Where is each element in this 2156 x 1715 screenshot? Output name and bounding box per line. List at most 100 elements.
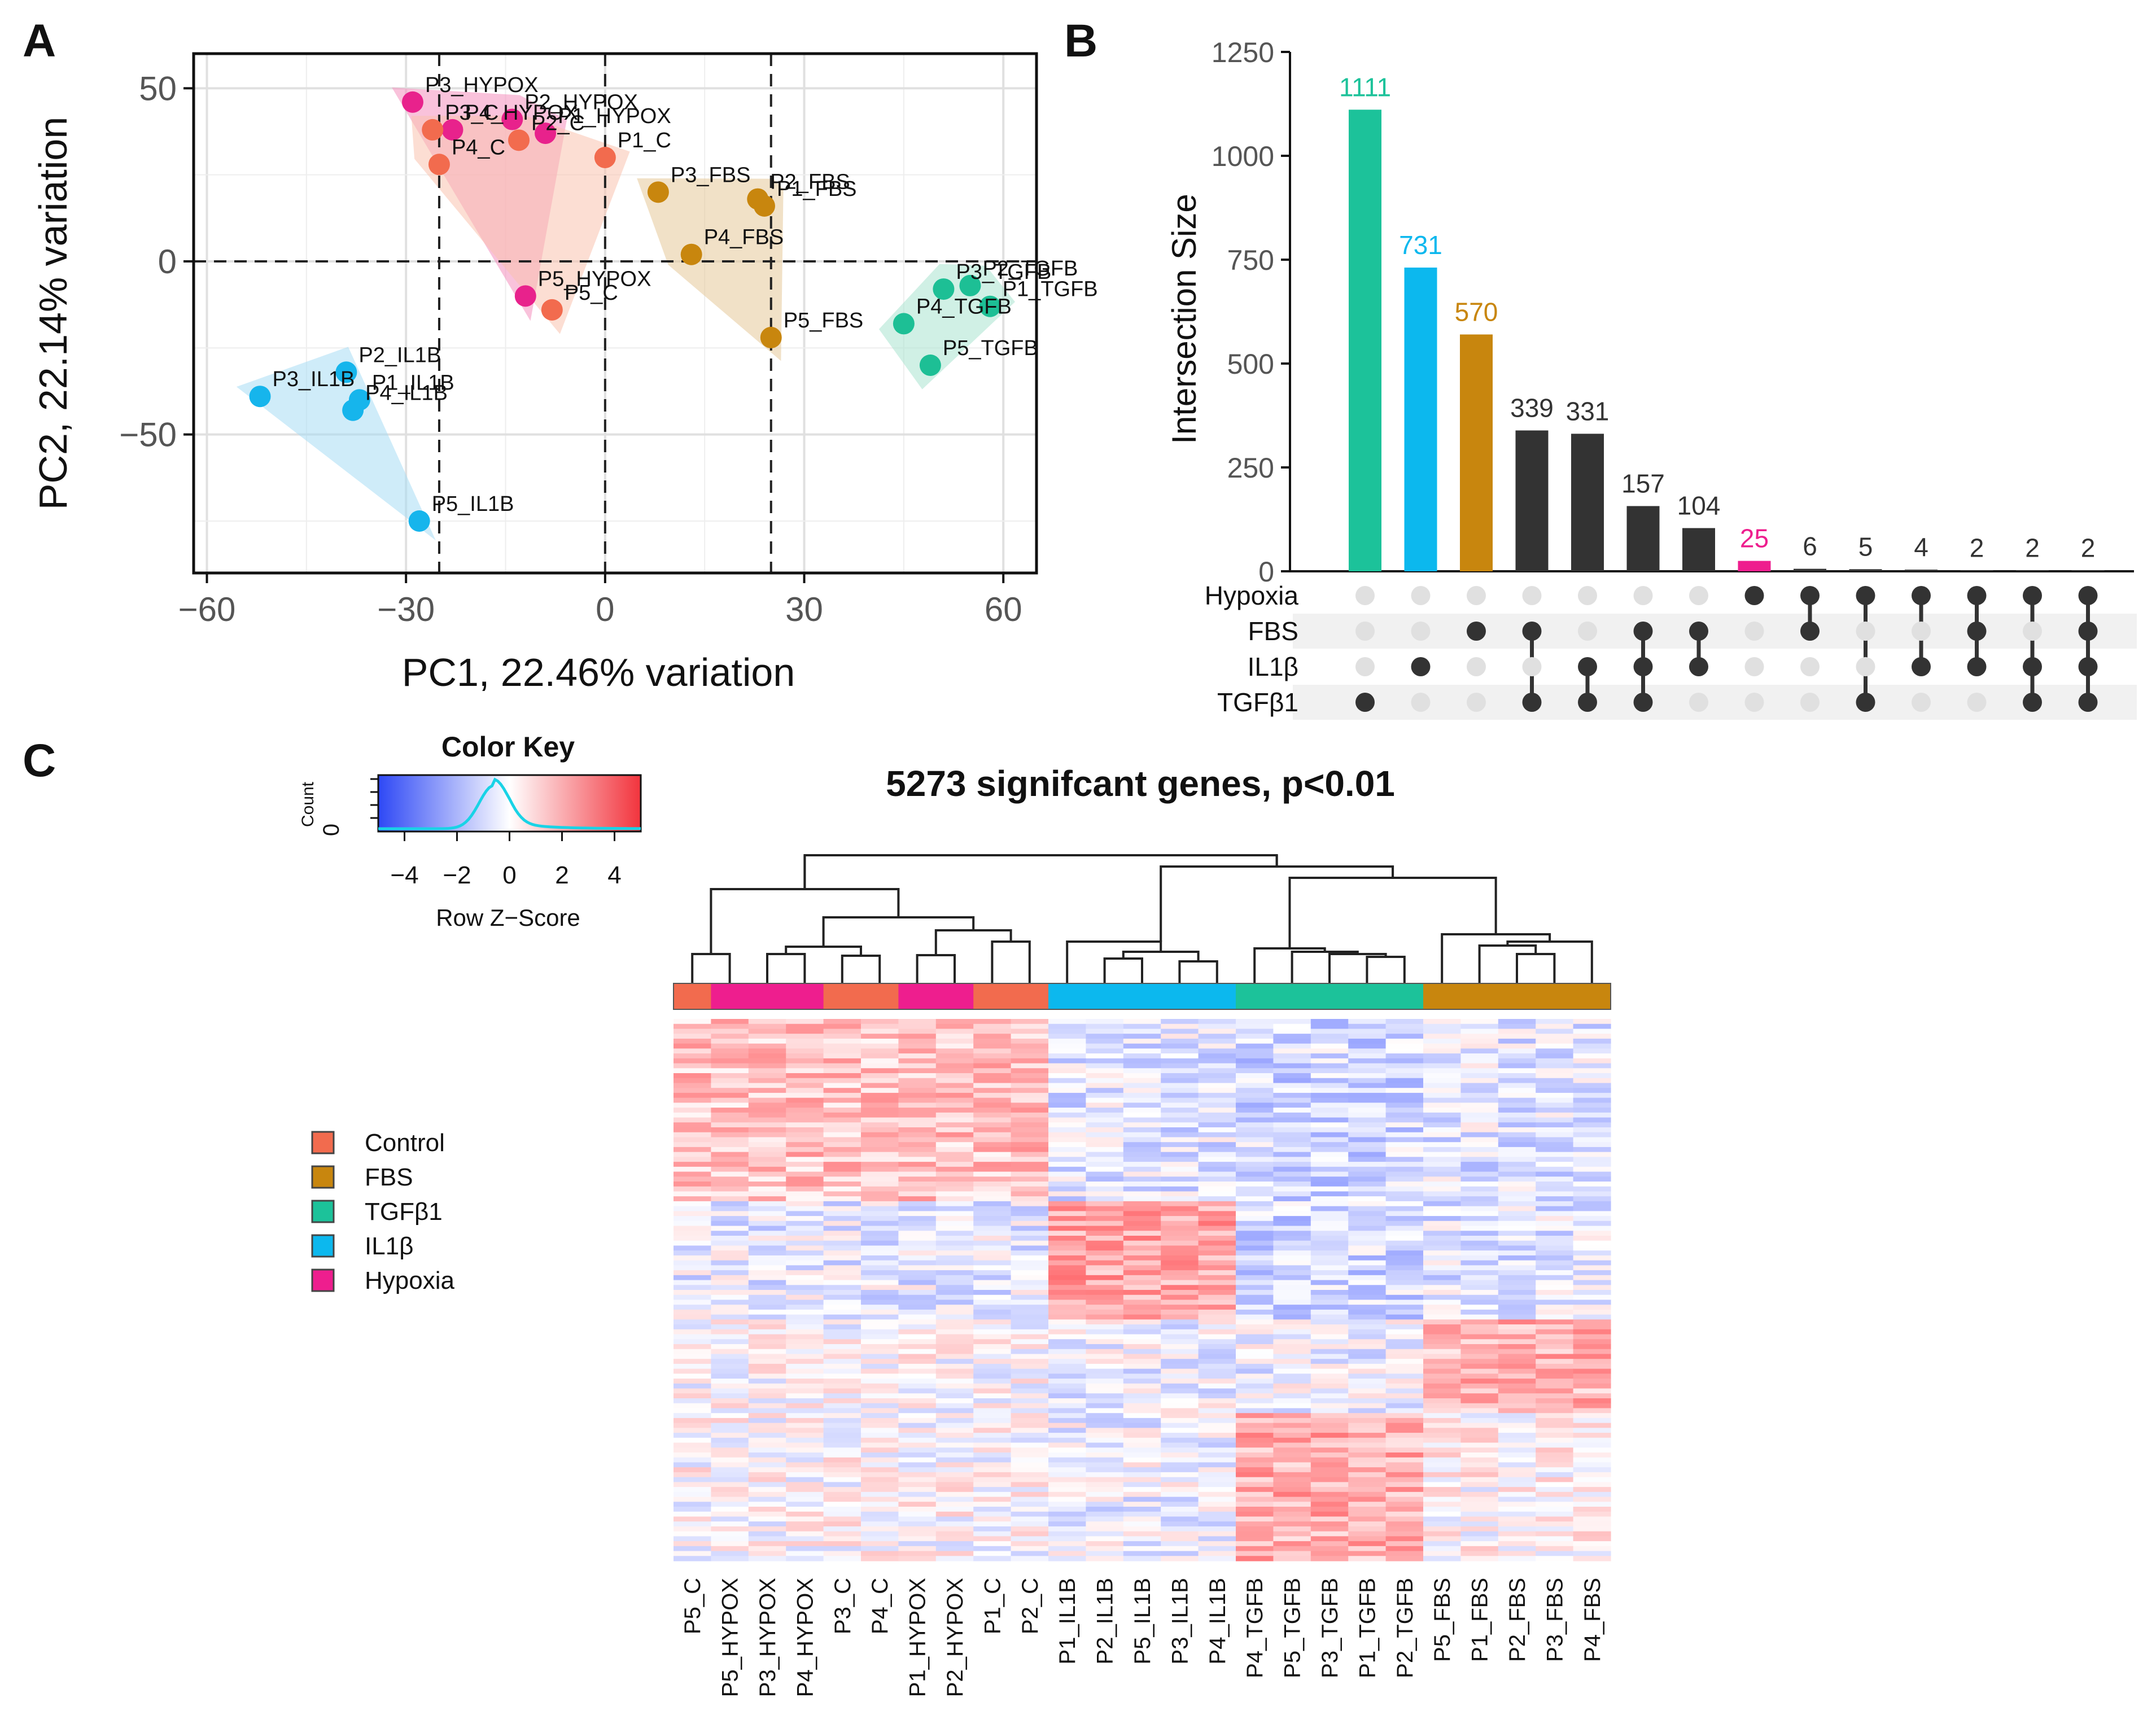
heatmap-cell bbox=[1310, 1231, 1349, 1236]
heatmap-cell bbox=[1086, 1201, 1124, 1207]
heatmap-cell bbox=[1236, 1255, 1274, 1261]
heatmap-cell bbox=[1310, 1433, 1349, 1438]
heatmap-cell bbox=[898, 1373, 937, 1379]
heatmap-cell bbox=[935, 1043, 974, 1049]
heatmap-cell bbox=[1198, 1339, 1236, 1345]
heatmap-cell bbox=[1086, 1023, 1124, 1030]
heatmap-cell bbox=[973, 1521, 1012, 1527]
heatmap-cell bbox=[1161, 1043, 1199, 1049]
heatmap-cell bbox=[1011, 1467, 1049, 1473]
heatmap-cell bbox=[1385, 1206, 1424, 1211]
heatmap-cell bbox=[1536, 1038, 1574, 1044]
legend-swatch bbox=[311, 1200, 335, 1223]
heatmap-cell bbox=[711, 1201, 749, 1207]
heatmap-cell bbox=[711, 1053, 749, 1059]
heatmap-cell bbox=[748, 1260, 786, 1266]
heatmap-cell bbox=[1310, 1245, 1349, 1251]
heatmap-cell bbox=[1498, 1373, 1536, 1379]
heatmap-cell bbox=[748, 1186, 786, 1192]
dendrogram-link bbox=[1122, 951, 1200, 961]
heatmap-cell bbox=[1048, 1526, 1086, 1532]
heatmap-cell bbox=[1460, 1428, 1499, 1433]
heatmap-cell bbox=[973, 1462, 1012, 1468]
heatmap-cell bbox=[748, 1191, 786, 1197]
heatmap-cell bbox=[786, 1339, 824, 1345]
heatmap-column-label: P3_FBS bbox=[1542, 1578, 1567, 1662]
pca-point bbox=[401, 91, 423, 113]
heatmap-cell bbox=[1011, 1388, 1049, 1394]
heatmap-cell bbox=[1048, 1408, 1086, 1414]
heatmap-cell bbox=[1048, 1226, 1086, 1231]
heatmap-cell bbox=[674, 1329, 711, 1335]
upset-matrix-dot-empty bbox=[1578, 586, 1597, 605]
heatmap-cell bbox=[711, 1418, 749, 1424]
upset-matrix-dot-empty bbox=[1800, 657, 1820, 676]
heatmap-cell bbox=[1011, 1408, 1049, 1414]
pca-point bbox=[959, 274, 981, 296]
heatmap-cell bbox=[1310, 1102, 1349, 1108]
heatmap-cell bbox=[973, 1231, 1012, 1236]
heatmap-cell bbox=[1573, 1206, 1611, 1211]
heatmap-cell bbox=[973, 1300, 1012, 1305]
heatmap-cell bbox=[1198, 1477, 1236, 1482]
heatmap-cell bbox=[786, 1147, 824, 1153]
heatmap-cell bbox=[1273, 1319, 1311, 1325]
heatmap-cell bbox=[1310, 1339, 1349, 1345]
heatmap-cell bbox=[786, 1053, 824, 1059]
heatmap-cell bbox=[711, 1368, 749, 1374]
heatmap-cell bbox=[1011, 1379, 1049, 1384]
heatmap-cell bbox=[1161, 1092, 1199, 1099]
heatmap-cell bbox=[1310, 1176, 1349, 1182]
heatmap-cell bbox=[786, 1546, 824, 1552]
heatmap-cell bbox=[861, 1236, 899, 1241]
upset-bar-value: 5 bbox=[1858, 532, 1873, 561]
heatmap-cell bbox=[1536, 1102, 1574, 1108]
heatmap-cell bbox=[823, 1294, 861, 1301]
heatmap-cell bbox=[748, 1048, 786, 1054]
heatmap-cell bbox=[1498, 1334, 1536, 1340]
heatmap-column-label: P2_C bbox=[1018, 1578, 1043, 1634]
heatmap-cell bbox=[1460, 1373, 1499, 1379]
heatmap-cell bbox=[861, 1408, 899, 1414]
heatmap-cell bbox=[1048, 1240, 1086, 1246]
heatmap-cell bbox=[1460, 1305, 1499, 1310]
heatmap-cell bbox=[674, 1507, 711, 1512]
heatmap-cell bbox=[1348, 1536, 1387, 1542]
heatmap-cell bbox=[1460, 1127, 1499, 1133]
heatmap-cell bbox=[1310, 1526, 1349, 1532]
heatmap-cell bbox=[861, 1314, 899, 1320]
heatmap-cell bbox=[1348, 1117, 1387, 1123]
heatmap-cell bbox=[973, 1309, 1012, 1315]
heatmap-cell bbox=[935, 1324, 974, 1330]
heatmap-cell bbox=[1086, 1403, 1124, 1409]
heatmap-cell bbox=[674, 1511, 711, 1517]
heatmap-cell bbox=[1273, 1324, 1311, 1330]
heatmap-cell bbox=[1460, 1526, 1499, 1532]
heatmap-cell bbox=[1573, 1019, 1611, 1025]
heatmap-cell bbox=[1536, 1482, 1574, 1488]
heatmap-cell bbox=[1123, 1319, 1161, 1325]
heatmap-cell bbox=[1011, 1403, 1049, 1409]
heatmap-cell bbox=[1348, 1240, 1387, 1246]
heatmap-cell bbox=[1498, 1516, 1536, 1522]
heatmap-cell bbox=[1123, 1122, 1161, 1128]
heatmap-cell bbox=[861, 1112, 899, 1118]
heatmap-cell bbox=[1498, 1260, 1536, 1266]
heatmap-cell bbox=[1310, 1457, 1349, 1463]
heatmap-cell bbox=[711, 1305, 749, 1310]
heatmap-cell bbox=[1498, 1305, 1536, 1310]
heatmap-cell bbox=[1123, 1023, 1161, 1030]
heatmap-cell bbox=[1423, 1363, 1461, 1370]
heatmap-cell bbox=[898, 1511, 937, 1517]
heatmap-cell bbox=[1123, 1418, 1161, 1424]
heatmap-cell bbox=[1198, 1068, 1236, 1074]
heatmap-cell bbox=[674, 1521, 711, 1527]
heatmap-cell bbox=[1536, 1245, 1574, 1251]
upset-matrix-dot-filled bbox=[1800, 586, 1820, 605]
heatmap-cell bbox=[748, 1108, 786, 1113]
heatmap-cell bbox=[786, 1108, 824, 1113]
heatmap-cell bbox=[861, 1117, 899, 1123]
heatmap-cell bbox=[674, 1285, 711, 1290]
heatmap-cell bbox=[1423, 1216, 1461, 1222]
heatmap-cell bbox=[1310, 1162, 1349, 1167]
